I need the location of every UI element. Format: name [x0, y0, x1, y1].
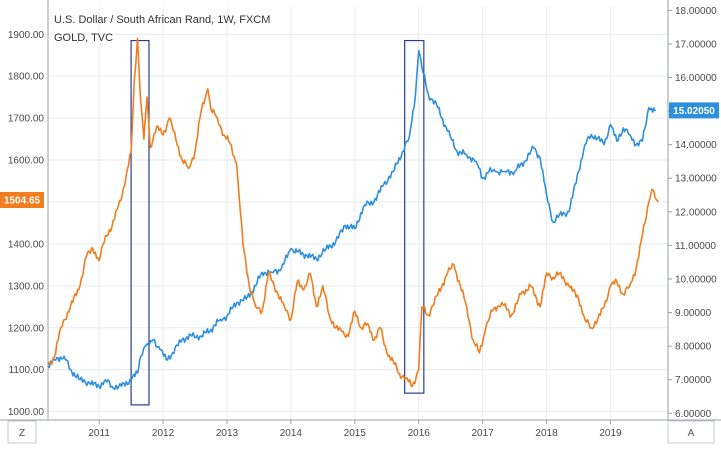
left-axis-tick-label: 1100.00	[9, 365, 45, 376]
x-axis-tick-label: 2015	[344, 428, 367, 439]
left-axis-tick-label: 1400.00	[8, 239, 45, 250]
right-axis-tick-label: 18.00000	[675, 6, 717, 17]
auto-scale-frame	[667, 420, 715, 444]
x-axis-tick-label: 2012	[152, 428, 175, 439]
gold-last-value: 1504.65	[4, 196, 41, 207]
usdzar-last-badge	[669, 102, 719, 119]
grid	[48, 7, 668, 420]
highlight-boxes	[130, 39, 425, 406]
x-axis-tick-label: 2011	[88, 428, 110, 439]
axes: 1000.001100.001200.001300.001400.001500.…	[0, 0, 721, 439]
x-axis-tick-label: 2014	[280, 428, 303, 439]
auto-scale-label: A	[688, 428, 695, 439]
highlight-box	[130, 39, 150, 406]
usdzar-line	[47, 49, 656, 391]
left-axis-tick-label: 1900.00	[8, 30, 45, 41]
left-axis-tick-label: 1000.00	[8, 407, 45, 418]
right-axis-tick-label: 16.00000	[675, 73, 717, 84]
right-axis-tick-label: 13.00000	[675, 174, 717, 185]
usdzar-last-value: 15.02050	[673, 106, 715, 117]
left-axis-tick-label: 1200.00	[8, 323, 45, 334]
right-axis-tick-label: 6.00000	[675, 409, 712, 420]
chart-title: U.S. Dollar / South African Rand, 1W, FX…	[54, 14, 270, 26]
left-axis-tick-label: 1300.00	[8, 281, 45, 292]
x-axis-tick-label: 2018	[535, 428, 558, 439]
right-axis-tick-label: 14.00000	[675, 140, 717, 151]
zoom-toggle-label: Z	[19, 428, 25, 439]
right-axis-tick-label: 12.00000	[675, 207, 717, 218]
right-axis-tick-label: 7.00000	[675, 375, 712, 386]
right-axis-tick-label: 10.00000	[675, 274, 717, 285]
left-axis-tick-label: 1700.00	[8, 114, 45, 125]
gold-last-badge	[0, 192, 44, 209]
right-axis-tick-label: 8.00000	[675, 342, 712, 353]
series-lines	[47, 37, 660, 391]
chart-subtitle: GOLD, TVC	[54, 32, 113, 44]
zoom-toggle-frame	[7, 420, 37, 444]
auto-scale-button[interactable]: A	[667, 420, 715, 444]
highlight-box	[404, 39, 425, 394]
right-axis-tick-label: 9.00000	[675, 308, 712, 319]
left-axis-tick-label: 1800.00	[8, 72, 45, 83]
x-axis-tick-label: 2013	[216, 428, 239, 439]
right-axis-tick-label: 11.00000	[675, 241, 716, 252]
gold-line	[47, 37, 660, 388]
x-axis-tick-label: 2016	[408, 428, 431, 439]
last-value-badges: 1504.65 15.02050	[0, 102, 719, 209]
left-axis-tick-label: 1600.00	[8, 156, 45, 167]
x-axis-tick-label: 2017	[472, 428, 495, 439]
x-axis-tick-label: 2019	[599, 428, 622, 439]
right-axis-tick-label: 17.00000	[675, 39, 717, 50]
zoom-toggle-button[interactable]: Z	[7, 420, 37, 444]
